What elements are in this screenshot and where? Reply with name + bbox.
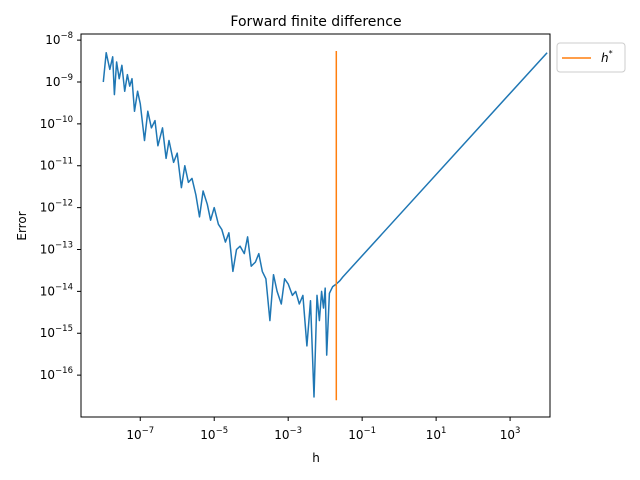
y-axis-label: Error bbox=[15, 211, 29, 240]
series-line-error bbox=[102, 51, 548, 398]
plot-area bbox=[102, 51, 548, 401]
x-axis: 10−7 10−5 10−3 10−1 101 103 bbox=[126, 417, 520, 442]
legend: h* bbox=[556, 42, 626, 73]
plot-frame bbox=[80, 33, 551, 418]
legend-label-h-star: h* bbox=[601, 49, 613, 65]
x-axis-label: h bbox=[312, 451, 320, 465]
chart-title: Forward finite difference bbox=[230, 14, 401, 30]
